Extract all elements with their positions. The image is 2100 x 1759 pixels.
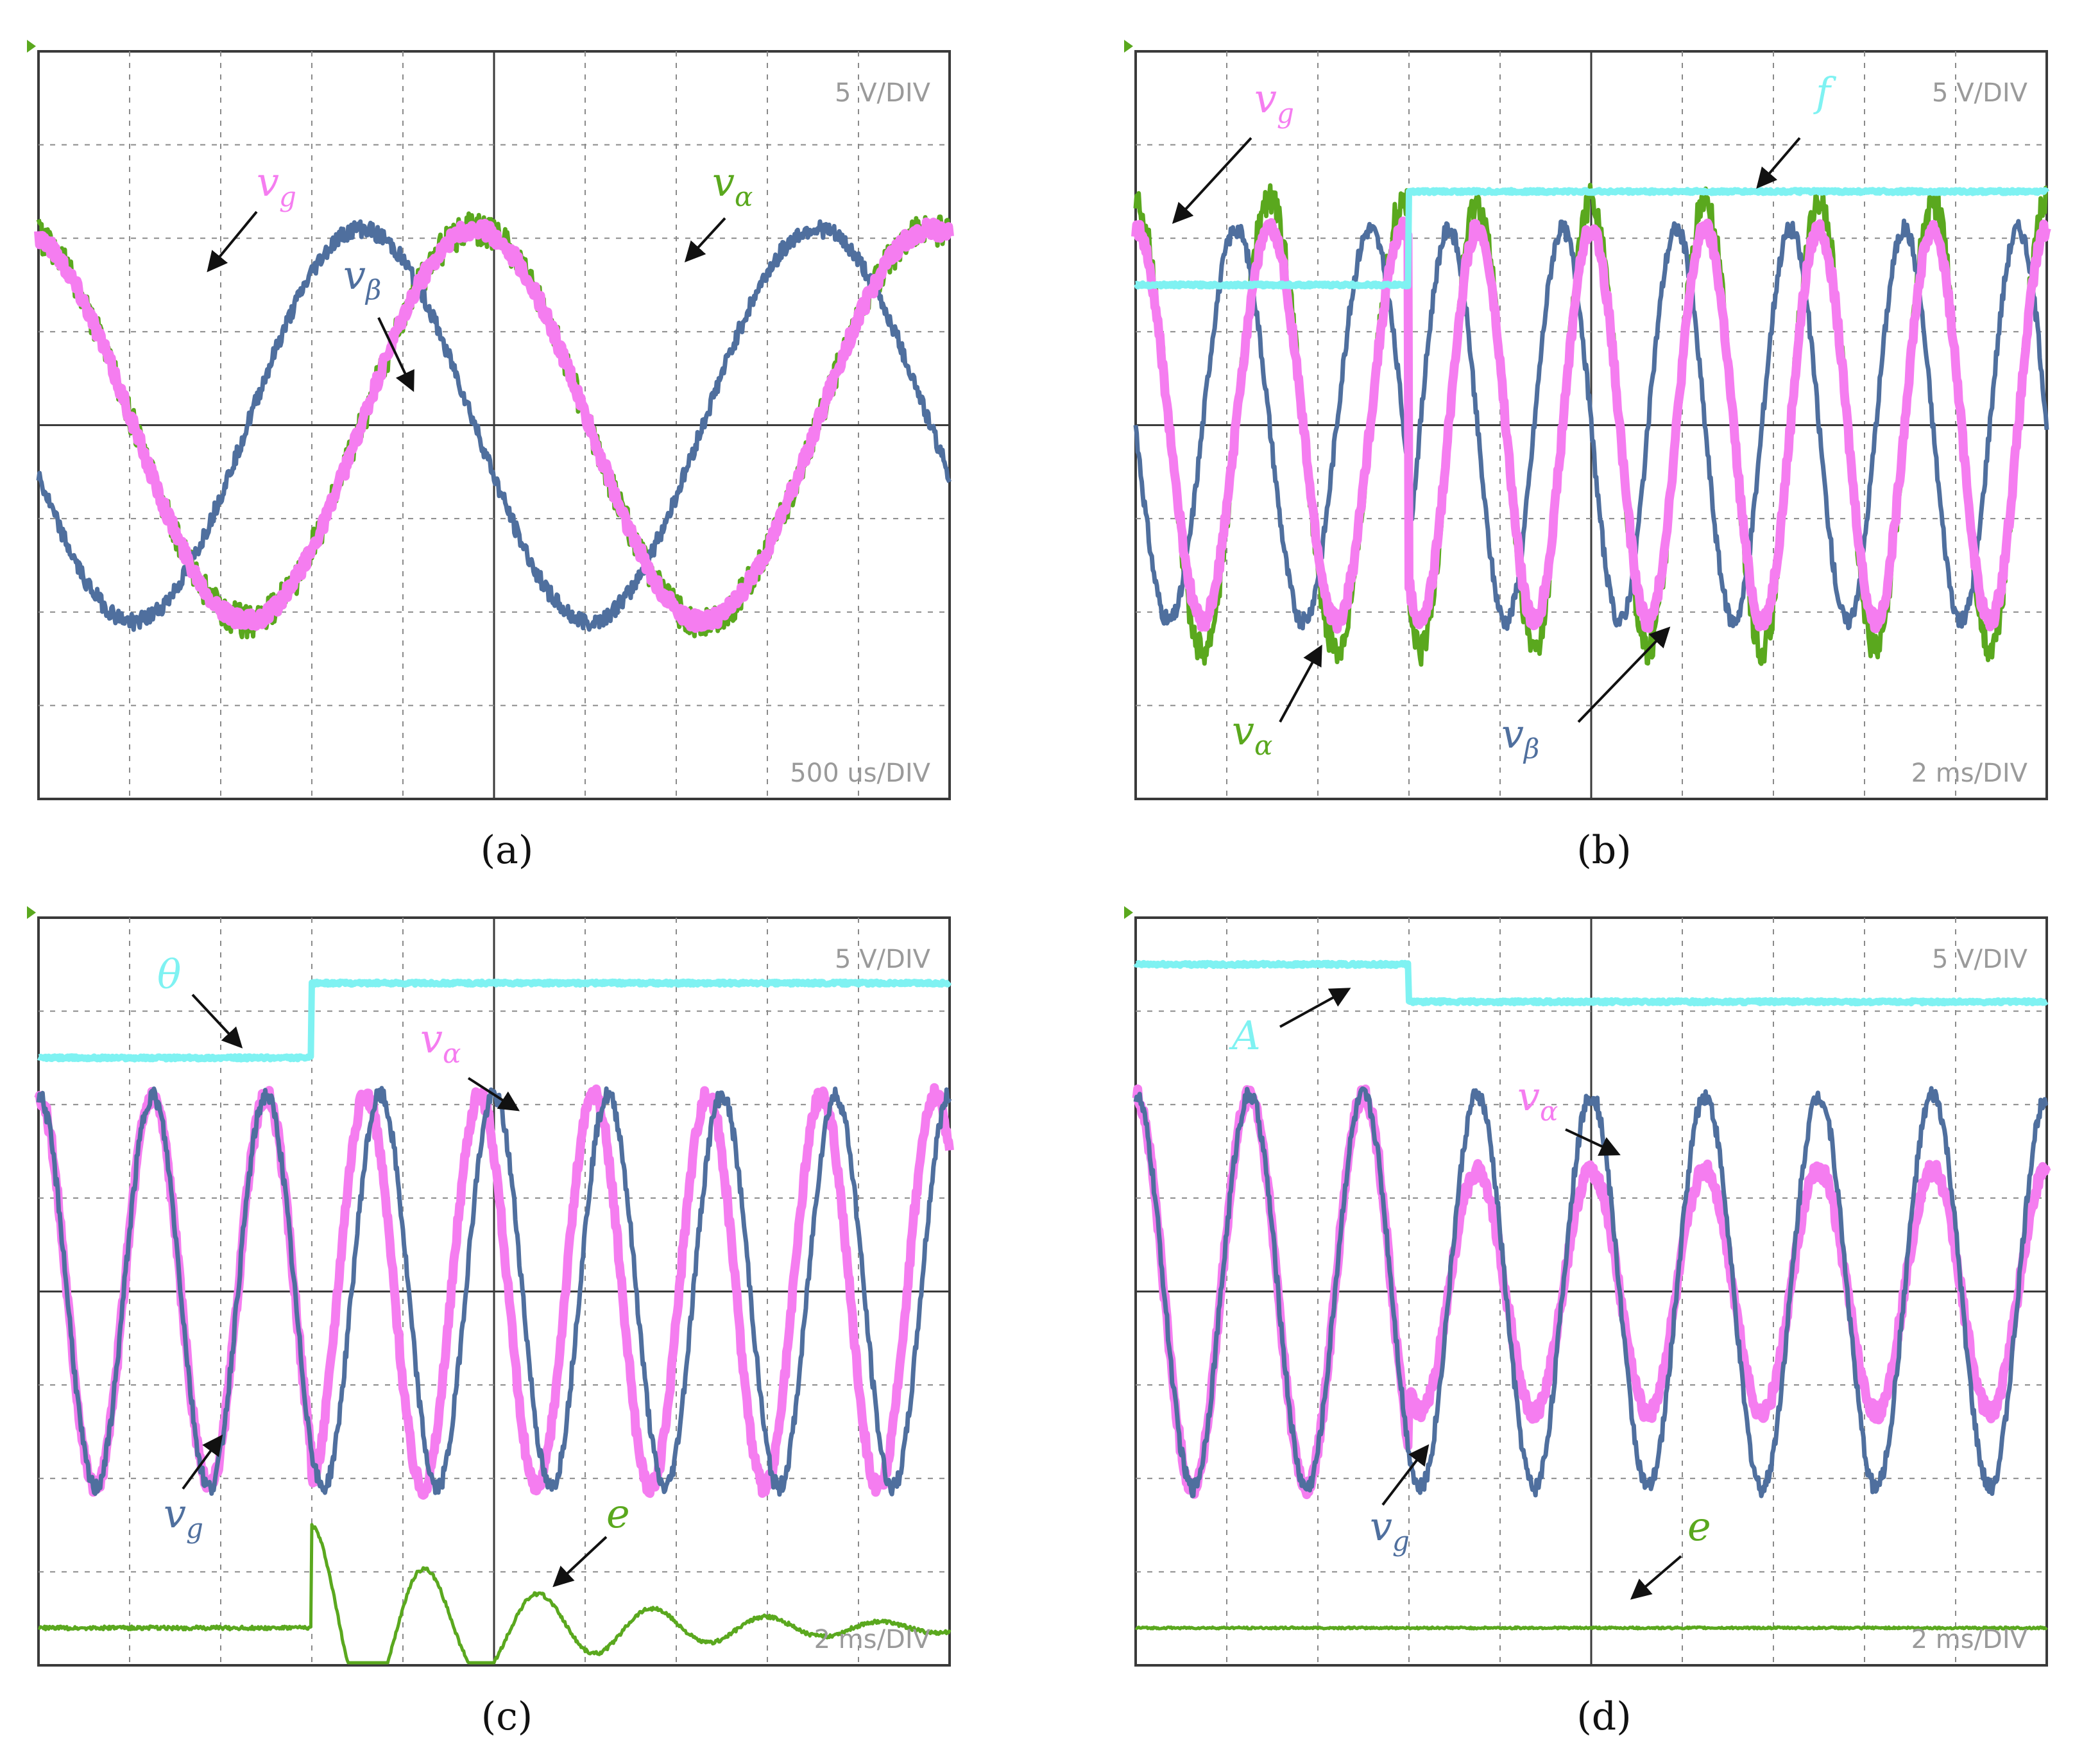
panel-d: 5 V/DIV 2 ms/DIV A vα vg e (d) [1116, 892, 2092, 1739]
svg-text:vg: vg [1254, 75, 1294, 129]
label-vbeta-a: vβ [343, 252, 414, 392]
trigger-marker [27, 40, 36, 53]
svg-text:vβ: vβ [1501, 710, 1539, 764]
caption-c: (c) [481, 1694, 533, 1739]
caption-d: (d) [1576, 1694, 1632, 1739]
trace-vg-a [34, 217, 954, 633]
trigger-marker [27, 906, 36, 919]
trace-v-b [1133, 218, 2049, 631]
label-theta-c: θ [157, 951, 243, 1049]
trace-e-d [1134, 1625, 2048, 1631]
label-valpha-b: vα [1232, 644, 1322, 761]
trace-vg-c [36, 1086, 952, 1497]
label-e-c: e [552, 1490, 630, 1588]
volt-scale-a: 5 V/DIV [835, 78, 931, 108]
svg-text:vα: vα [420, 1015, 461, 1069]
label-valpha-c: vα [420, 1015, 520, 1111]
svg-text:vα: vα [1517, 1073, 1558, 1127]
panel-b: 5 V/DIV 2 ms/DIV vg f vα vβ (b) [1116, 26, 2092, 873]
label-vg-d: vg [1370, 1444, 1430, 1557]
label-vg-a: vg [207, 159, 296, 273]
svg-text:A: A [1229, 1012, 1261, 1059]
volt-scale-d: 5 V/DIV [1932, 945, 2028, 974]
panel-a: 5 V/DIV 500 us/DIV vg vα vβ (a) [19, 26, 995, 873]
svg-text:e: e [1687, 1503, 1711, 1550]
label-valpha-d: vα [1517, 1073, 1621, 1156]
panel-c: 5 V/DIV 2 ms/DIV θ vα vg e (c) [19, 892, 995, 1739]
scope-screen-a: 5 V/DIV 500 us/DIV vg vα vβ [27, 40, 954, 800]
label-vg-b: vg [1172, 75, 1294, 224]
svg-text:vg: vg [257, 159, 296, 212]
caption-b: (b) [1576, 828, 1632, 873]
svg-text:vα: vα [1232, 707, 1272, 761]
scope-screen-d: 5 V/DIV 2 ms/DIV A vα vg e [1124, 906, 2051, 1667]
label-valpha-a: vα [684, 159, 753, 262]
svg-text:vα: vα [712, 159, 753, 212]
svg-text:e: e [606, 1490, 630, 1537]
trace-vg-b [1131, 216, 2051, 634]
trace-f-b [1133, 187, 2050, 290]
label-vg-c: vg [164, 1434, 223, 1544]
trigger-marker [1124, 906, 1133, 919]
trace-A-d [1133, 959, 2049, 1007]
volt-scale-c: 5 V/DIV [835, 945, 931, 974]
caption-a: (a) [480, 828, 534, 873]
trace-e-c [37, 1523, 952, 1665]
svg-text:θ: θ [157, 951, 181, 998]
trace-vg-d [1133, 1086, 2049, 1498]
scope-screen-c: 5 V/DIV 2 ms/DIV θ vα vg e [27, 906, 954, 1667]
svg-text:vg: vg [164, 1490, 203, 1544]
trace--c [36, 978, 952, 1063]
scope-screen-b: 5 V/DIV 2 ms/DIV vg f vα vβ [1124, 40, 2051, 800]
time-scale-c: 2 ms/DIV [814, 1625, 931, 1654]
svg-text:vβ: vβ [343, 252, 381, 305]
label-e-d: e [1630, 1503, 1711, 1600]
svg-text:vg: vg [1370, 1503, 1410, 1557]
time-scale-b: 2 ms/DIV [1911, 759, 2028, 788]
trigger-marker [1124, 40, 1133, 53]
label-vbeta-b: vβ [1501, 626, 1671, 764]
time-scale-d: 2 ms/DIV [1911, 1625, 2028, 1654]
time-scale-a: 500 us/DIV [790, 759, 930, 788]
volt-scale-b: 5 V/DIV [1932, 78, 2028, 108]
label-A-d: A [1229, 988, 1351, 1059]
